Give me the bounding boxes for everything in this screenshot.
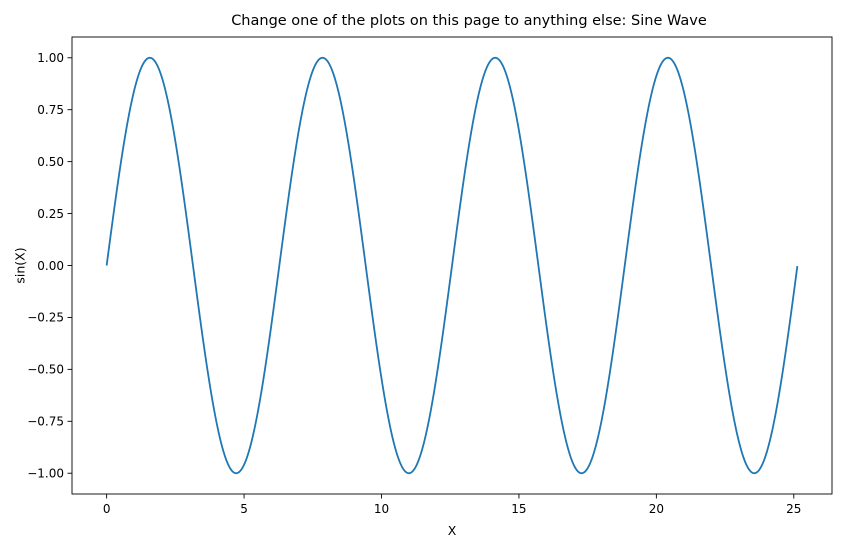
x-tick-label: 25	[786, 502, 801, 516]
x-tick-label: 15	[511, 502, 526, 516]
y-tick-label: −0.50	[27, 363, 64, 377]
x-axis: 0 5 10 15 20 25	[103, 494, 801, 516]
plot-area	[105, 56, 799, 475]
y-tick-label: −1.00	[27, 467, 64, 481]
y-tick-label: −0.75	[27, 415, 64, 429]
y-tick-label: −0.25	[27, 311, 64, 325]
x-tick-label: 10	[374, 502, 389, 516]
x-axis-label: X	[448, 523, 457, 538]
chart-title: Change one of the plots on this page to …	[231, 13, 707, 29]
y-tick-label: 0.25	[37, 207, 64, 221]
x-tick-label: 0	[103, 502, 111, 516]
y-tick-label: 0.00	[37, 259, 64, 273]
series-line-0	[105, 56, 799, 475]
y-tick-label: 0.50	[37, 155, 64, 169]
x-tick-label: 5	[240, 502, 248, 516]
y-axis: 1.00 0.75 0.50 0.25 0.00 −0.25 −0.50 −0.75 −1.00	[27, 51, 72, 481]
x-tick-label: 20	[649, 502, 664, 516]
y-tick-label: 1.00	[37, 51, 64, 65]
axes-frame	[71, 36, 833, 495]
y-tick-label: 0.75	[37, 103, 64, 117]
y-axis-label: sin(X)	[12, 247, 27, 283]
